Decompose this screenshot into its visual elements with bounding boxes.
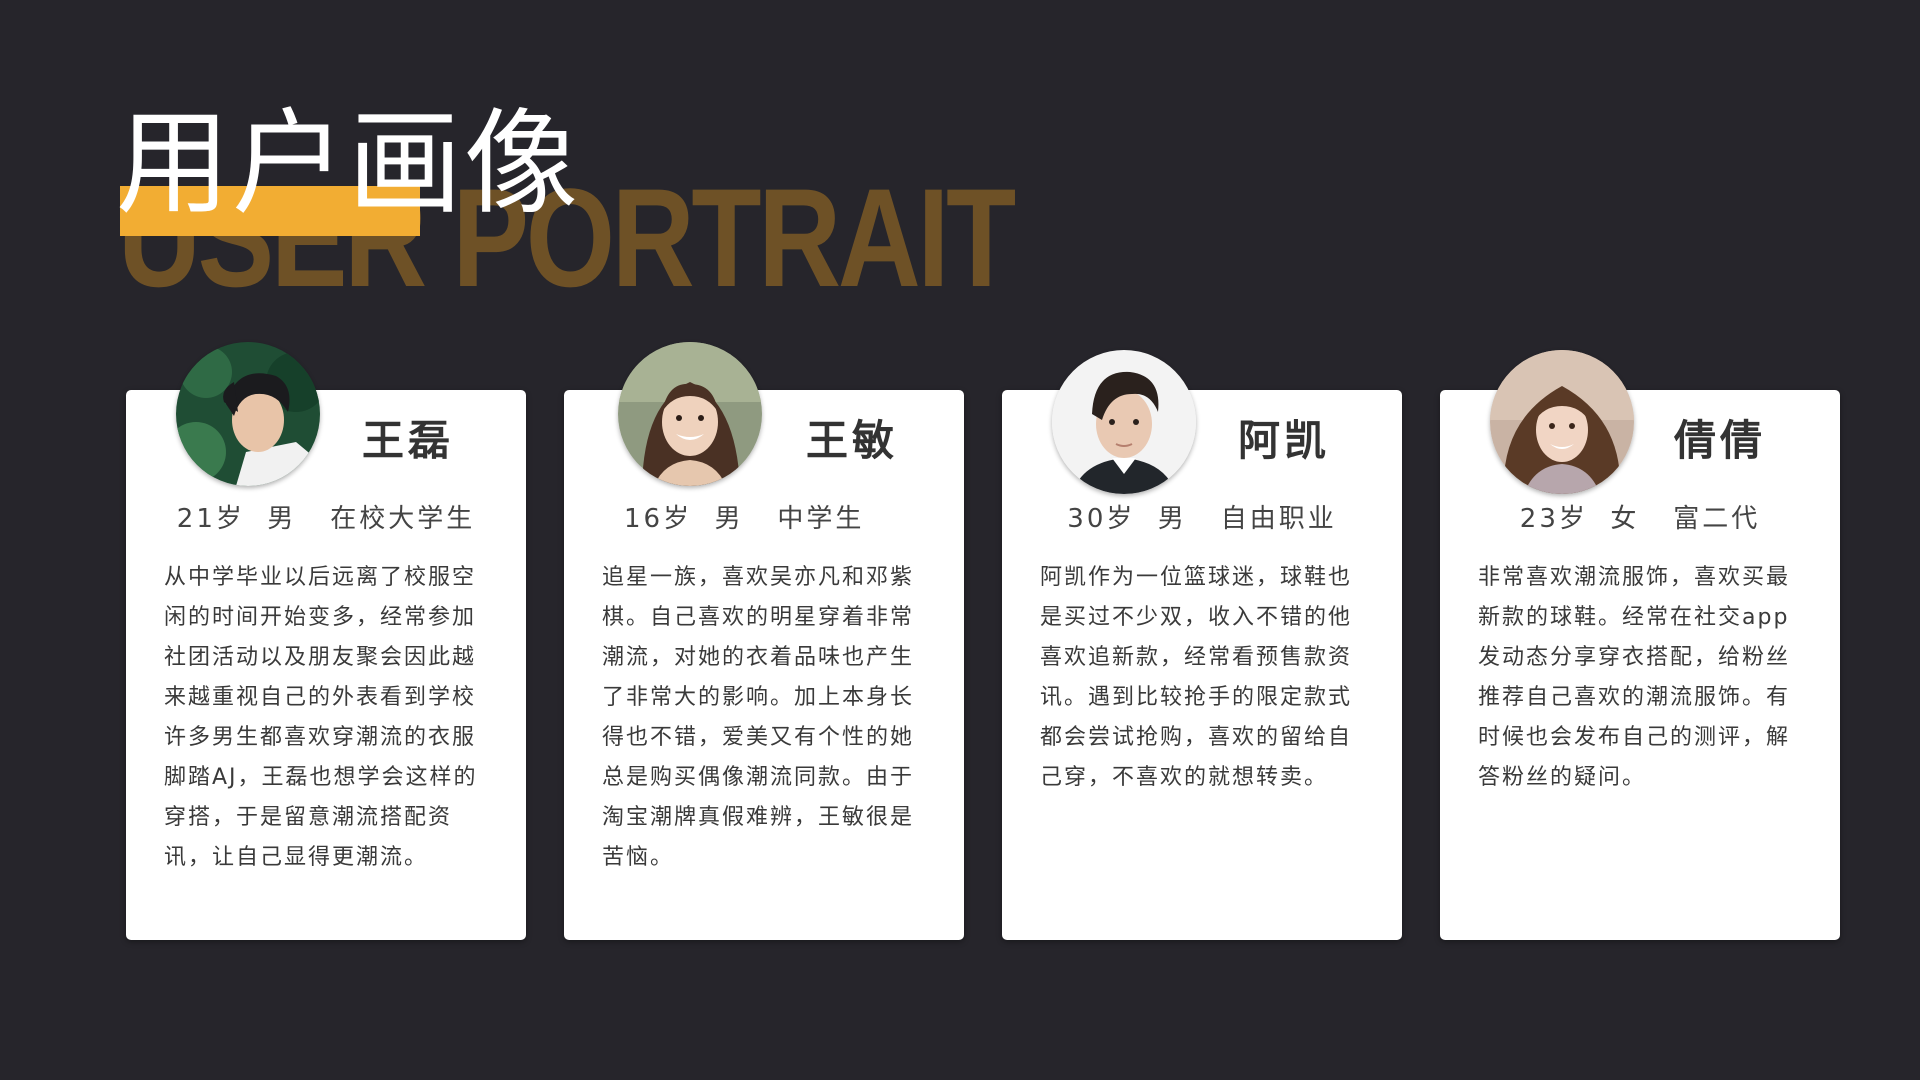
persona-meta: 21岁 男 在校大学生 (126, 502, 526, 536)
persona-name: 倩倩 (1674, 416, 1766, 466)
young-man-photo-icon (176, 342, 320, 486)
persona-name: 王磊 (362, 416, 454, 466)
avatar (1490, 350, 1634, 494)
persona-description: 追星一族，喜欢吴亦凡和邓紫棋。自己喜欢的明星穿着非常潮流，对她的衣着品味也产生了… (602, 558, 932, 878)
persona-description: 非常喜欢潮流服饰，喜欢买最新款的球鞋。经常在社交app发动态分享穿衣搭配，给粉丝… (1478, 558, 1808, 798)
persona-description: 阿凯作为一位篮球迷，球鞋也是买过不少双，收入不错的他喜欢追新款，经常看预售款资讯… (1040, 558, 1370, 798)
persona-meta: 30岁 男 自由职业 (1002, 502, 1402, 536)
avatar (176, 342, 320, 486)
persona-meta: 16岁 男 中学生 (624, 502, 864, 536)
persona-card-1: 王磊 21岁 男 在校大学生 从中学毕业以后远离了校服空闲的时间开始变多，经常参… (126, 390, 526, 940)
page-title: 用户画像 (116, 104, 580, 224)
persona-name: 王敏 (806, 416, 898, 466)
avatar (618, 342, 762, 486)
man-portrait-photo-icon (1052, 350, 1196, 494)
young-woman-photo-icon (1490, 350, 1634, 494)
smiling-woman-photo-icon (618, 342, 762, 486)
avatar (1052, 350, 1196, 494)
persona-description: 从中学毕业以后远离了校服空闲的时间开始变多，经常参加社团活动以及朋友聚会因此越来… (164, 558, 494, 878)
persona-card-2: 王敏 16岁 男 中学生 追星一族，喜欢吴亦凡和邓紫棋。自己喜欢的明星穿着非常潮… (564, 390, 964, 940)
persona-name: 阿凯 (1238, 416, 1330, 466)
persona-meta: 23岁 女 富二代 (1440, 502, 1840, 536)
persona-card-3: 阿凯 30岁 男 自由职业 阿凯作为一位篮球迷，球鞋也是买过不少双，收入不错的他… (1002, 390, 1402, 940)
persona-card-4: 倩倩 23岁 女 富二代 非常喜欢潮流服饰，喜欢买最新款的球鞋。经常在社交app… (1440, 390, 1840, 940)
